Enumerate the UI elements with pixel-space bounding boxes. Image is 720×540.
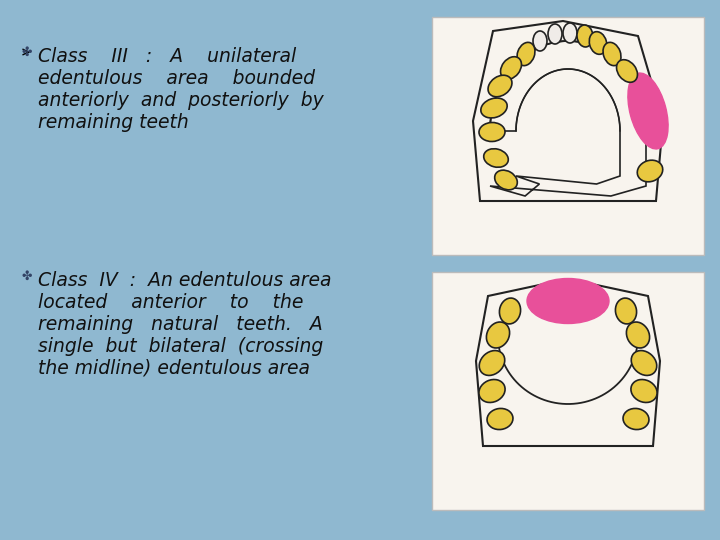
Ellipse shape — [517, 42, 535, 66]
Ellipse shape — [603, 42, 621, 66]
Ellipse shape — [480, 350, 505, 375]
Ellipse shape — [548, 24, 562, 44]
Ellipse shape — [589, 32, 607, 55]
Text: remaining teeth: remaining teeth — [38, 113, 189, 132]
Text: ✤: ✤ — [22, 46, 32, 59]
Ellipse shape — [637, 160, 662, 182]
Ellipse shape — [487, 322, 510, 348]
Text: located    anterior    to    the: located anterior to the — [38, 293, 303, 312]
Ellipse shape — [533, 31, 547, 51]
Ellipse shape — [563, 23, 577, 43]
Text: Class    III   :   A    unilateral: Class III : A unilateral — [38, 47, 296, 66]
Text: remaining   natural   teeth.   A: remaining natural teeth. A — [38, 315, 323, 334]
Ellipse shape — [481, 98, 507, 118]
Ellipse shape — [628, 73, 668, 149]
Polygon shape — [476, 281, 660, 446]
Text: anteriorly  and  posteriorly  by: anteriorly and posteriorly by — [38, 91, 324, 110]
FancyBboxPatch shape — [432, 272, 704, 510]
Ellipse shape — [487, 408, 513, 429]
Text: ✤: ✤ — [22, 270, 32, 283]
Ellipse shape — [626, 322, 649, 348]
Ellipse shape — [479, 123, 505, 141]
Text: single  but  bilateral  (crossing: single but bilateral (crossing — [38, 337, 323, 356]
Ellipse shape — [479, 380, 505, 402]
Polygon shape — [473, 21, 663, 201]
Ellipse shape — [616, 298, 636, 324]
Ellipse shape — [631, 380, 657, 402]
FancyBboxPatch shape — [432, 17, 704, 255]
Ellipse shape — [495, 170, 518, 190]
Ellipse shape — [488, 75, 512, 97]
Ellipse shape — [500, 298, 521, 324]
Text: the midline) edentulous area: the midline) edentulous area — [38, 359, 310, 378]
Ellipse shape — [616, 60, 637, 82]
Text: Class  IV  :  An edentulous area: Class IV : An edentulous area — [38, 271, 331, 290]
Ellipse shape — [484, 148, 508, 167]
Ellipse shape — [527, 279, 609, 323]
Ellipse shape — [623, 408, 649, 429]
Ellipse shape — [631, 350, 657, 375]
Text: edentulous    area    bounded: edentulous area bounded — [38, 69, 315, 88]
Ellipse shape — [500, 57, 521, 79]
Ellipse shape — [577, 25, 593, 47]
